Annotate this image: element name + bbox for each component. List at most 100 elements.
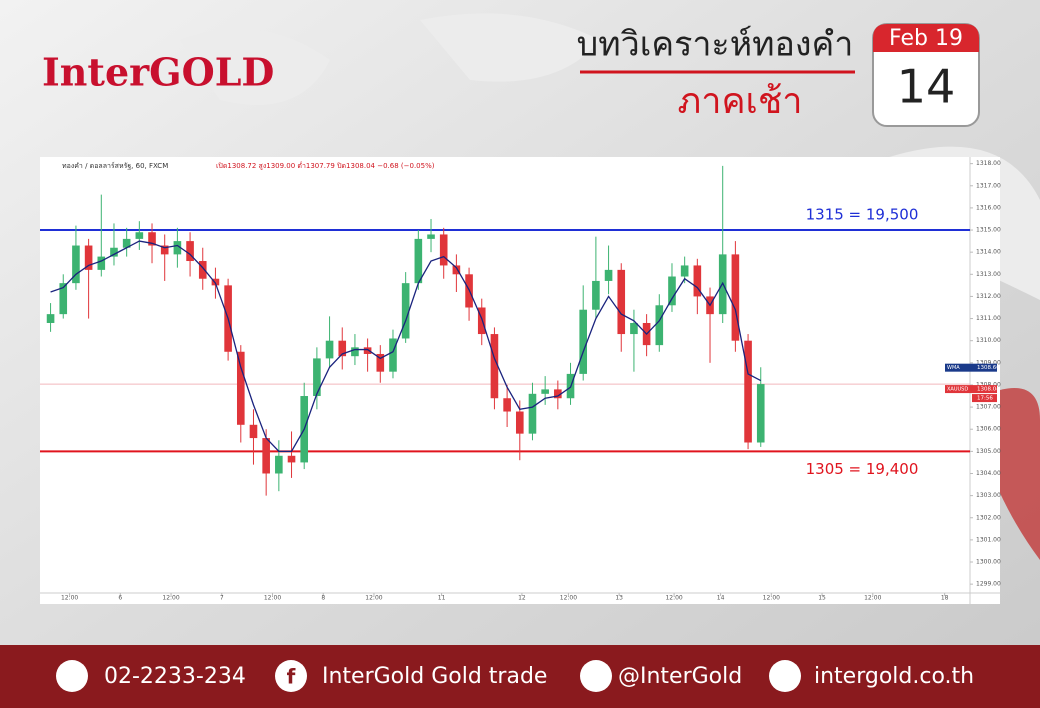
candle-body	[541, 389, 549, 394]
y-tick-label: 1306.00	[976, 426, 1001, 433]
candle-body	[84, 245, 93, 270]
y-tick-label: 1317.00	[976, 182, 1001, 189]
price-tag	[945, 363, 997, 372]
x-tick-label: 12	[518, 595, 526, 602]
plot: 1299.00 1300.00 1301.00 1302.00 1303.00 1304.…	[40, 160, 1001, 602]
x-tick-label: 6	[118, 595, 122, 602]
calendar-day: 14	[897, 60, 956, 114]
price-tag-label: 1308.04	[977, 387, 1000, 393]
level-label: 1305 = 19,400	[806, 460, 919, 478]
x-tick-label: 12:00	[365, 595, 382, 602]
x-tick-label: 14	[717, 595, 725, 602]
calendar-top	[873, 24, 979, 52]
candle-body	[287, 455, 296, 463]
x-tick-label: 12:00	[61, 595, 78, 602]
candle-body	[630, 322, 638, 335]
candle-body	[414, 238, 423, 284]
candle-body	[477, 307, 486, 335]
phone: 02-2233-234	[104, 664, 246, 689]
candle-body	[731, 254, 740, 341]
candle-body	[668, 276, 676, 306]
x-tick-label: 7	[220, 595, 224, 602]
y-tick-label: 1308.00	[976, 381, 1001, 388]
x-tick-label: 12:00	[560, 595, 577, 602]
candle-body	[351, 347, 359, 357]
map-shape	[180, 13, 1040, 300]
chart-panel	[40, 157, 1000, 604]
countdown-tag	[972, 394, 997, 403]
candle-body	[655, 305, 664, 346]
candle-body	[236, 351, 245, 425]
calendar-month: Feb 19	[889, 26, 963, 51]
y-tick-label: 1314.00	[976, 249, 1001, 256]
candle-body	[249, 424, 258, 439]
candle-body	[389, 338, 397, 372]
candle-body	[160, 245, 169, 255]
candle-body	[439, 234, 448, 266]
candle-body	[528, 393, 537, 434]
x-tick-label: 8	[321, 595, 325, 602]
brand: InterGOLD	[42, 50, 274, 95]
x-tick-label: 11	[438, 595, 446, 602]
candle-body	[186, 241, 194, 262]
candle-body	[515, 411, 524, 434]
candle-body	[59, 283, 68, 315]
price-tag-label: 1308.60	[977, 365, 1000, 371]
candle-body	[72, 245, 80, 284]
x-tick-label: 15	[818, 595, 826, 602]
candle-body	[122, 238, 131, 248]
y-tick-label: 1316.00	[976, 204, 1001, 211]
line-id: @InterGold	[618, 664, 742, 689]
facebook-glyph: f	[287, 665, 296, 689]
x-tick-label: 12:00	[665, 595, 682, 602]
symbol: ทองคำ / ดอลลาร์สหรัฐ, 60, FXCM	[62, 162, 168, 170]
candle-body	[579, 309, 588, 374]
y-tick-label: 1303.00	[976, 492, 1001, 499]
candle-body	[452, 265, 461, 275]
candle-body	[617, 269, 626, 335]
x-tick-label: 18	[941, 595, 949, 602]
candle-body	[680, 265, 689, 277]
y-tick-label: 1301.00	[976, 536, 1001, 543]
candle-body	[148, 232, 156, 246]
phone-icon	[56, 660, 88, 692]
line-icon	[580, 660, 612, 692]
candle-body	[110, 247, 118, 257]
candle-body	[46, 314, 55, 323]
price-tag	[945, 385, 997, 394]
countdown: 17:56	[977, 396, 993, 402]
y-tick-label: 1310.00	[976, 337, 1001, 344]
x-tick-label: 13	[615, 595, 623, 602]
x-tick-label: 12:00	[162, 595, 179, 602]
y-tick-label: 1309.00	[976, 359, 1001, 366]
candle-body	[363, 347, 372, 354]
price-tag-name: XAUUSD	[947, 387, 968, 393]
footer-band	[0, 645, 1040, 708]
candle-body	[744, 340, 752, 443]
candle-body	[592, 280, 600, 310]
price-tag-name: WMA	[947, 365, 960, 371]
candle-body	[490, 334, 499, 399]
facebook-icon	[275, 660, 307, 692]
x-tick-label: 12:00	[264, 595, 281, 602]
x-tick-label: 12:00	[763, 595, 780, 602]
y-tick-label: 1312.00	[976, 293, 1001, 300]
candle-body	[198, 261, 207, 279]
level-label: 1315 = 19,500	[806, 206, 919, 224]
website: intergold.co.th	[814, 664, 974, 689]
y-tick-label: 1300.00	[976, 559, 1001, 566]
candle-body	[97, 256, 106, 270]
candle-body	[313, 358, 321, 397]
ohlc-header: เปิด1308.72 สูง1309.00 ต่ำ1307.79 ปิด130…	[216, 161, 435, 170]
candle-body	[338, 340, 347, 357]
candle-body	[401, 283, 410, 339]
candle-body	[173, 241, 182, 255]
y-tick-label: 1313.00	[976, 271, 1001, 278]
candle-body	[693, 265, 702, 297]
candle-body	[503, 398, 511, 412]
y-tick-label: 1299.00	[976, 581, 1001, 588]
calendar: Feb 19 14	[872, 23, 980, 127]
y-tick-label: 1318.00	[976, 160, 1001, 167]
facebook: InterGold Gold trade	[322, 664, 547, 689]
